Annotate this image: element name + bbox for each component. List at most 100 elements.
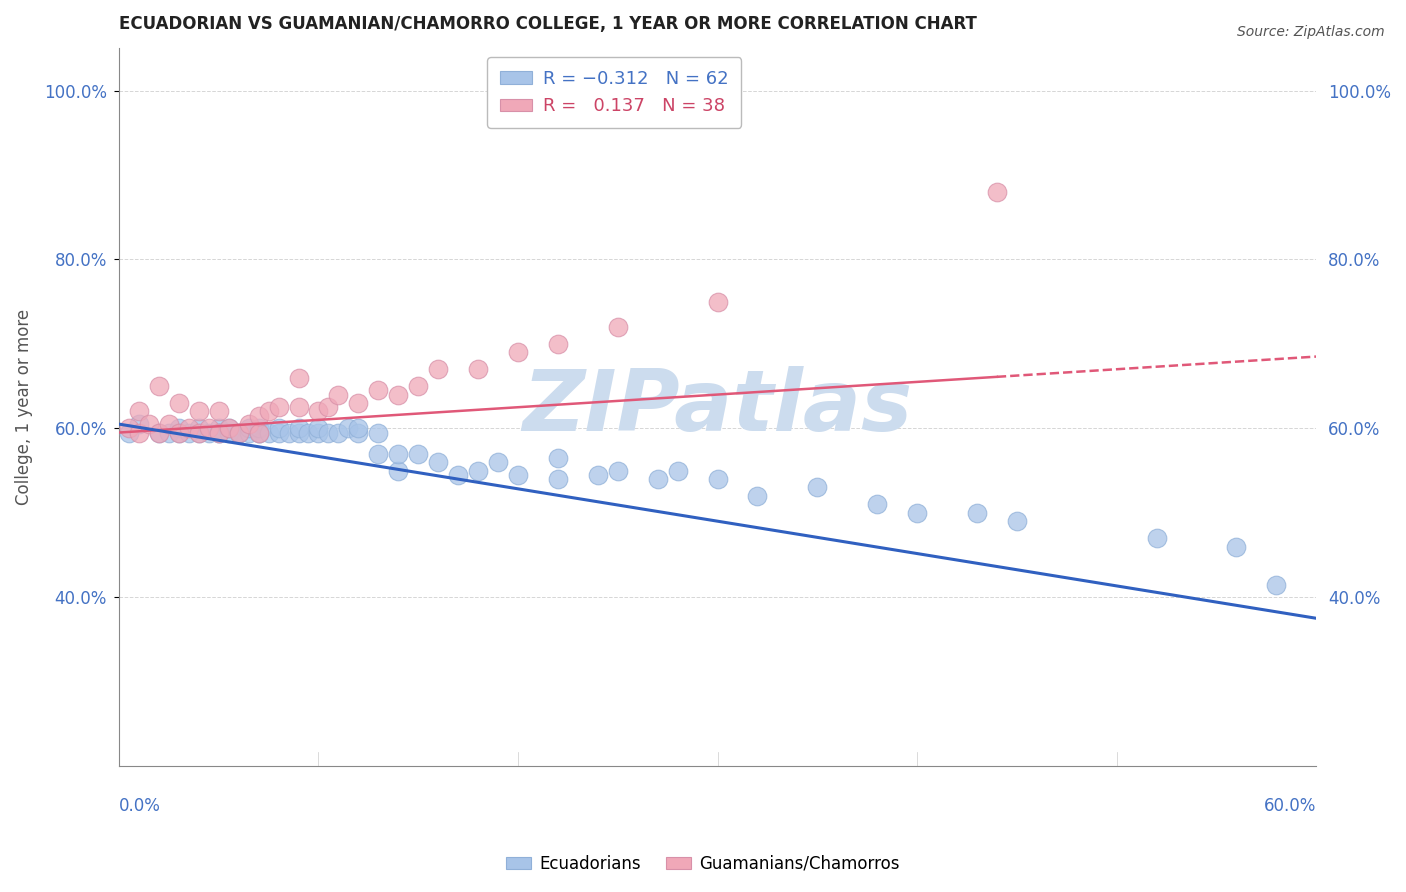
Point bbox=[228, 425, 250, 440]
Point bbox=[277, 425, 299, 440]
Point bbox=[297, 425, 319, 440]
Point bbox=[218, 425, 240, 440]
Point bbox=[118, 421, 141, 435]
Point bbox=[328, 387, 350, 401]
Point bbox=[986, 185, 1008, 199]
Point bbox=[167, 425, 190, 440]
Point bbox=[747, 489, 769, 503]
Point bbox=[157, 417, 180, 431]
Point bbox=[806, 480, 828, 494]
Point bbox=[406, 379, 429, 393]
Point bbox=[228, 425, 250, 440]
Point bbox=[267, 401, 290, 415]
Point bbox=[128, 417, 150, 431]
Point bbox=[287, 370, 309, 384]
Point bbox=[228, 425, 250, 440]
Point bbox=[406, 447, 429, 461]
Point bbox=[308, 404, 330, 418]
Point bbox=[218, 421, 240, 435]
Point bbox=[506, 345, 529, 359]
Point bbox=[128, 404, 150, 418]
Point bbox=[138, 417, 160, 431]
Point bbox=[148, 425, 170, 440]
Point bbox=[347, 421, 370, 435]
Point bbox=[167, 396, 190, 410]
Point bbox=[167, 425, 190, 440]
Point bbox=[187, 404, 209, 418]
Point bbox=[247, 421, 270, 435]
Point bbox=[367, 425, 389, 440]
Point bbox=[267, 425, 290, 440]
Point bbox=[328, 425, 350, 440]
Point bbox=[966, 506, 988, 520]
Point bbox=[218, 421, 240, 435]
Point bbox=[367, 447, 389, 461]
Point bbox=[177, 421, 200, 435]
Point bbox=[506, 467, 529, 482]
Point bbox=[486, 455, 509, 469]
Point bbox=[187, 425, 209, 440]
Point bbox=[118, 425, 141, 440]
Text: Source: ZipAtlas.com: Source: ZipAtlas.com bbox=[1237, 25, 1385, 39]
Point bbox=[547, 450, 569, 465]
Point bbox=[367, 384, 389, 398]
Point bbox=[547, 337, 569, 351]
Point bbox=[287, 421, 309, 435]
Point bbox=[208, 425, 231, 440]
Point bbox=[1265, 577, 1288, 591]
Point bbox=[187, 421, 209, 435]
Point bbox=[287, 425, 309, 440]
Point bbox=[347, 425, 370, 440]
Point bbox=[148, 425, 170, 440]
Point bbox=[706, 472, 728, 486]
Text: 60.0%: 60.0% bbox=[1264, 797, 1316, 814]
Point bbox=[257, 404, 280, 418]
Point bbox=[905, 506, 928, 520]
Point bbox=[706, 294, 728, 309]
Point bbox=[308, 421, 330, 435]
Point bbox=[128, 425, 150, 440]
Point bbox=[387, 387, 409, 401]
Point bbox=[586, 467, 609, 482]
Point bbox=[1146, 531, 1168, 545]
Y-axis label: College, 1 year or more: College, 1 year or more bbox=[15, 310, 32, 505]
Point bbox=[238, 417, 260, 431]
Point bbox=[208, 421, 231, 435]
Point bbox=[318, 425, 340, 440]
Text: ECUADORIAN VS GUAMANIAN/CHAMORRO COLLEGE, 1 YEAR OR MORE CORRELATION CHART: ECUADORIAN VS GUAMANIAN/CHAMORRO COLLEGE… bbox=[120, 15, 977, 33]
Point bbox=[247, 425, 270, 440]
Point bbox=[337, 421, 360, 435]
Text: ZIPatlas: ZIPatlas bbox=[523, 366, 912, 449]
Point bbox=[347, 396, 370, 410]
Point bbox=[387, 447, 409, 461]
Point bbox=[238, 425, 260, 440]
Point bbox=[247, 425, 270, 440]
Point bbox=[467, 464, 489, 478]
Point bbox=[606, 320, 628, 334]
Point bbox=[238, 421, 260, 435]
Point bbox=[267, 421, 290, 435]
Point bbox=[197, 425, 219, 440]
Text: 0.0%: 0.0% bbox=[120, 797, 160, 814]
Point bbox=[197, 421, 219, 435]
Point bbox=[177, 425, 200, 440]
Point bbox=[247, 409, 270, 423]
Point bbox=[208, 404, 231, 418]
Point bbox=[308, 425, 330, 440]
Point bbox=[1225, 540, 1247, 554]
Point bbox=[208, 425, 231, 440]
Point bbox=[427, 362, 450, 376]
Point bbox=[647, 472, 669, 486]
Point bbox=[1005, 514, 1028, 528]
Point bbox=[387, 464, 409, 478]
Point bbox=[447, 467, 470, 482]
Legend: R = −0.312   N = 62, R =   0.137   N = 38: R = −0.312 N = 62, R = 0.137 N = 38 bbox=[486, 57, 741, 128]
Point bbox=[167, 421, 190, 435]
Point bbox=[208, 425, 231, 440]
Point bbox=[247, 425, 270, 440]
Point bbox=[606, 464, 628, 478]
Legend: Ecuadorians, Guamanians/Chamorros: Ecuadorians, Guamanians/Chamorros bbox=[499, 848, 907, 880]
Point bbox=[318, 401, 340, 415]
Point bbox=[547, 472, 569, 486]
Point bbox=[866, 497, 889, 511]
